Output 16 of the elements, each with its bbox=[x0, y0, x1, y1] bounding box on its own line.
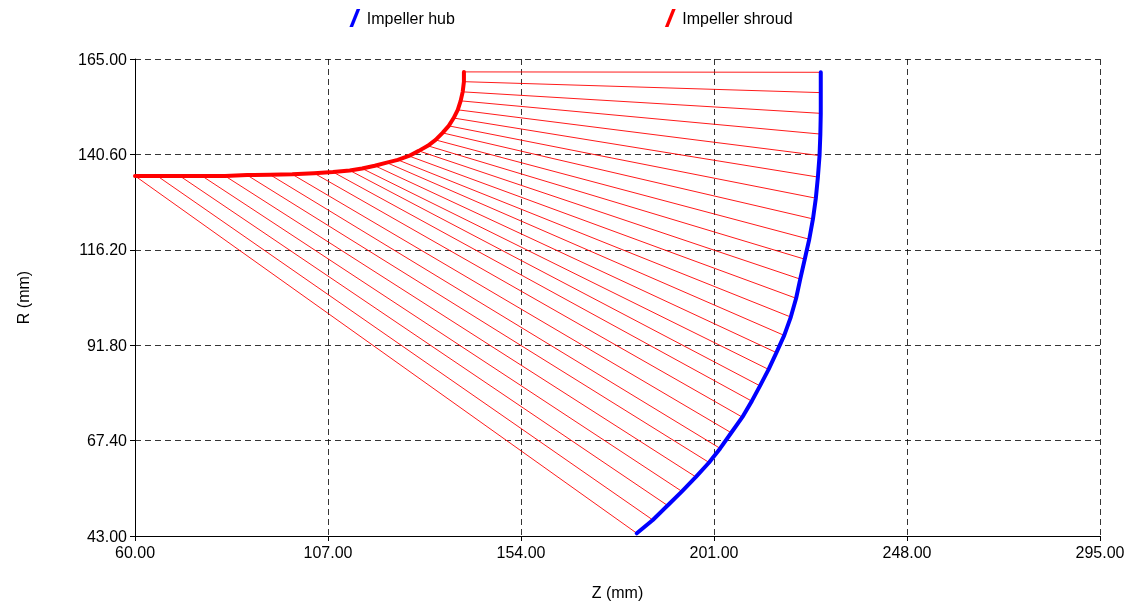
x-tick-label: 201.00 bbox=[689, 543, 739, 561]
y-tick-label: 140.60 bbox=[78, 145, 128, 163]
y-tick-label: 116.20 bbox=[79, 241, 128, 259]
legend-label: Impeller hub bbox=[366, 9, 455, 27]
y-tick-label: 43.00 bbox=[86, 527, 128, 545]
y-tick-label: 165.00 bbox=[78, 50, 128, 68]
x-tick-label: 248.00 bbox=[882, 543, 932, 561]
x-tick-label: 107.00 bbox=[303, 543, 353, 561]
y-tick-label: 91.80 bbox=[86, 336, 128, 354]
x-tick-label: 60.00 bbox=[114, 543, 156, 561]
x-tick-label: 154.00 bbox=[496, 543, 546, 561]
legend-label: Impeller shroud bbox=[682, 9, 793, 27]
x-tick-label: 295.00 bbox=[1075, 543, 1125, 561]
y-axis-title: R (mm) bbox=[14, 270, 32, 325]
y-tick-label: 67.40 bbox=[86, 432, 128, 450]
x-axis-title: Z (mm) bbox=[591, 583, 644, 601]
